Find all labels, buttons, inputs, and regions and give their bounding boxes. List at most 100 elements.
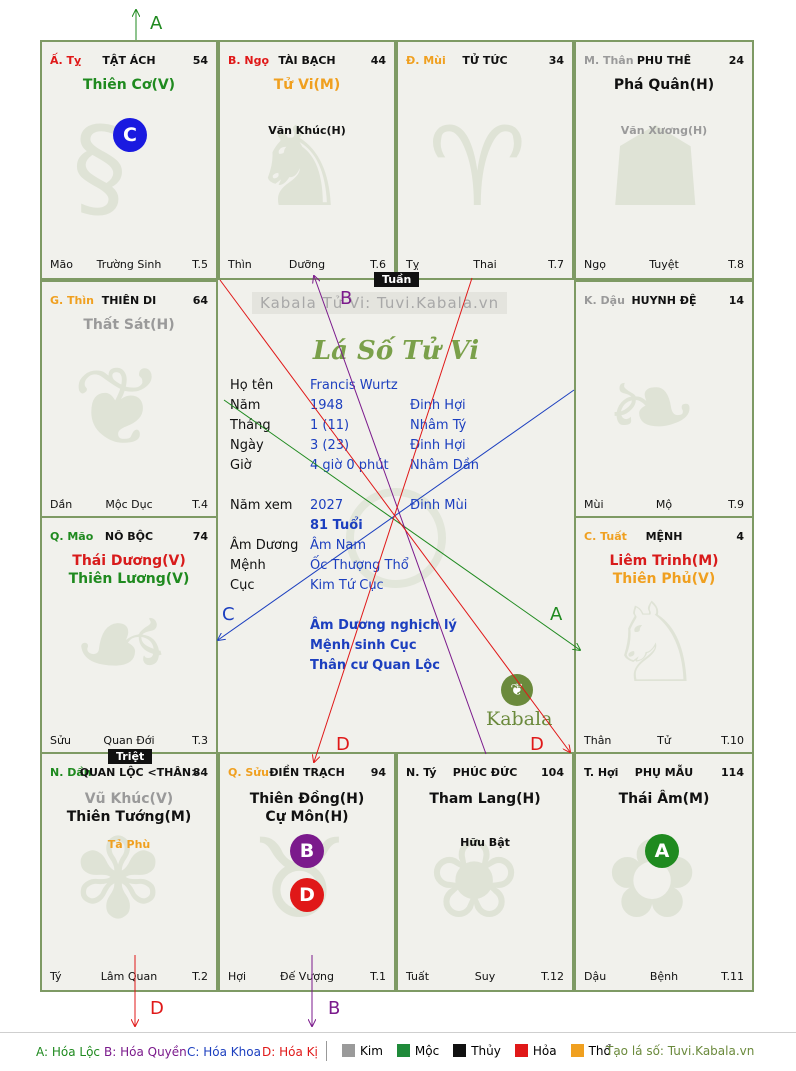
palace-number: 34 — [548, 54, 564, 67]
palace-phu-the[interactable]: ☗ M. Thân PHU THÊ 24 Phá Quân(H) Văn Xươ… — [574, 40, 754, 280]
palace-number: 84 — [192, 766, 208, 779]
palace-chi: Hợi — [228, 970, 247, 983]
rat-zodiac-icon: ❀ — [428, 815, 521, 943]
triet-marker: Triệt — [108, 749, 153, 764]
main-star: Thất Sát(H) — [83, 317, 175, 333]
palace-number: 104 — [541, 766, 564, 779]
main-star: Thiên Tướng(M) — [66, 809, 192, 825]
arrow-label-d: D — [336, 734, 350, 755]
info-nam-xem-can-chi: Đinh Mùi — [410, 498, 468, 513]
info-label-menh: Mệnh — [230, 558, 266, 573]
arrow-label-d: D — [530, 734, 544, 755]
chart-board: § Ấ. Tỵ TẬT ÁCH 54 Thiên Cơ(V) Mão Trường… — [40, 40, 754, 992]
main-stars: Tham Lang(H) — [398, 790, 572, 808]
palace-chi: Dậu — [584, 970, 607, 983]
tuan-marker: Tuần — [374, 272, 420, 287]
info-menh: Ốc Thượng Thổ — [310, 558, 409, 573]
palace-name: THIÊN DI — [101, 294, 157, 307]
monkey-zodiac-icon: ☗ — [606, 103, 705, 231]
info-tuoi: 81 Tuổi — [310, 518, 363, 533]
palace-name: NÔ BỘC — [104, 530, 154, 543]
palace-thien-di[interactable]: ❦ G. Thìn THIÊN DI 64 Thất Sát(H) Dần Mộc… — [40, 280, 218, 520]
palace-chi: Mùi — [584, 498, 604, 511]
info-nam: 1948 — [310, 398, 344, 413]
info-label-ho-ten: Họ tên — [230, 378, 274, 393]
palace-huynh-de[interactable]: ❧ K. Dậu HUYNH ĐỆ 14 Mùi Mộ T.9 — [574, 280, 754, 520]
info-label-ngay: Ngày — [230, 438, 264, 453]
palace-can-chi: G. Thìn — [50, 294, 94, 307]
palace-stage: Trường Sinh — [96, 258, 162, 271]
palace-dien-trach[interactable]: ♉ Q. Sửu ĐIỀN TRẠCH 94 Thiên Đồng(H)Cự M… — [218, 752, 396, 992]
element-legend-label: Thủy — [471, 1044, 501, 1058]
palace-chi: Tuất — [406, 970, 430, 983]
palace-number: 64 — [192, 294, 208, 307]
palace-chi: Tỵ — [406, 258, 420, 271]
palace-can-chi: Ấ. Tỵ — [50, 54, 82, 67]
palace-name: PHU THÊ — [636, 54, 692, 67]
legend-hoa-khoa: C: Hóa Khoa — [187, 1045, 261, 1059]
arrow-label-b: B — [340, 288, 352, 309]
color-swatch-icon — [514, 1044, 528, 1057]
main-star: Vũ Khúc(V) — [84, 791, 174, 807]
palace-stage: Mộ — [655, 498, 673, 511]
palace-number: 74 — [192, 530, 208, 543]
info-ngay-can-chi: Đinh Hợi — [410, 438, 466, 453]
main-stars: Thất Sát(H) — [42, 316, 216, 334]
info-label-am-duong: Âm Dương — [230, 538, 299, 553]
yin-yang-icon — [346, 488, 446, 588]
palace-name: QUAN LỘC <THÂN> — [79, 766, 201, 779]
hoa-ki-arrow — [314, 277, 473, 762]
main-stars: Liêm Trinh(M) Thiên Phủ(V) — [576, 552, 752, 588]
palace-phu-mau[interactable]: ✿ T. Hợi PHỤ MẪU 114 Thái Âm(M) Dậu Bệnh T… — [574, 752, 754, 992]
palace-number: 24 — [728, 54, 744, 67]
palace-menh[interactable]: ♘ C. Tuất MỆNH 4 Liêm Trinh(M) Thiên Phủ(… — [574, 516, 754, 756]
palace-number: 114 — [721, 766, 744, 779]
element-legend: Kim Mộc Thủy Hỏa Thổ — [342, 1044, 625, 1058]
palace-phuc-duc[interactable]: ❀ N. Tý PHÚC ĐỨC 104 Tham Lang(H) Hữu Bậ… — [396, 752, 574, 992]
element-legend-item: Mộc — [396, 1044, 439, 1058]
palace-number: 54 — [192, 54, 208, 67]
palace-can-chi: N. Tý — [406, 766, 437, 779]
main-stars: Thái Dương(V) Thiên Lương(V) — [42, 552, 216, 588]
arrow-label-c: C — [222, 604, 235, 625]
palace-tai-bach[interactable]: ♞ B. Ngọ TÀI BẠCH 44 Tử Vi(M) Văn Khúc(H… — [218, 40, 396, 280]
tiger-zodiac-icon: ✾ — [72, 815, 165, 943]
palace-name: PHỤ MẪU — [634, 766, 694, 779]
main-stars: Thiên Cơ(V) — [42, 76, 216, 94]
palace-month: T.1 — [370, 970, 386, 983]
palace-month: T.3 — [192, 734, 208, 747]
goat-zodiac-icon: ♈ — [428, 103, 527, 231]
palace-can-chi: C. Tuất — [584, 530, 627, 543]
info-label-gio: Giờ — [230, 458, 252, 473]
palace-tat-ach[interactable]: § Ấ. Tỵ TẬT ÁCH 54 Thiên Cơ(V) Mão Trường… — [40, 40, 218, 280]
legend-divider — [326, 1041, 327, 1061]
element-legend-item: Thổ — [570, 1044, 611, 1058]
palace-tu-tuc[interactable]: ♈ Đ. Mùi TỬ TỨC 34 Tỵ Thai T.7 — [396, 40, 574, 280]
palace-month: T.9 — [728, 498, 744, 511]
color-swatch-icon — [396, 1044, 410, 1057]
main-star: Thái Âm(M) — [618, 791, 710, 807]
palace-month: T.8 — [728, 258, 744, 271]
main-star: Tử Vi(M) — [273, 77, 341, 93]
main-star: Thiên Đồng(H) — [249, 791, 365, 807]
palace-stage: Suy — [474, 970, 496, 983]
legend-hoa-loc: A: Hóa Lộc — [36, 1045, 101, 1059]
hoa-khoa-badge: C — [113, 118, 147, 152]
palace-name: TẬT ÁCH — [102, 54, 156, 67]
palace-no-boc[interactable]: ☙ Q. Mão NÔ BỘC 74 Thái Dương(V) Thiên Lư… — [40, 516, 218, 756]
palace-chi: Dần — [50, 498, 73, 511]
element-legend-item: Hỏa — [514, 1044, 557, 1058]
palace-quan-loc[interactable]: ✾ N. Dần QUAN LỘC <THÂN> 84 Vũ Khúc(V) Th… — [40, 752, 218, 992]
palace-number: 14 — [728, 294, 744, 307]
palace-chi: Sửu — [50, 734, 71, 747]
main-star: Thiên Lương(V) — [68, 571, 190, 587]
palace-name: TÀI BẠCH — [278, 54, 336, 67]
hoa-ki-badge: D — [290, 878, 324, 912]
main-star: Liêm Trinh(M) — [609, 553, 719, 569]
palace-name: MỆNH — [645, 530, 683, 543]
palace-month: T.2 — [192, 970, 208, 983]
arrow-label-d: D — [150, 998, 164, 1019]
palace-chi: Thân — [584, 734, 612, 747]
minor-star: Tả Phù — [107, 838, 151, 851]
hoa-loc-badge: A — [645, 834, 679, 868]
